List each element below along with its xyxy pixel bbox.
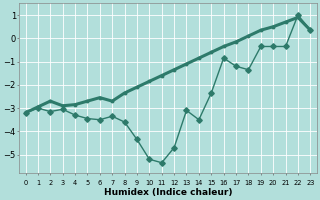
X-axis label: Humidex (Indice chaleur): Humidex (Indice chaleur) <box>104 188 232 197</box>
